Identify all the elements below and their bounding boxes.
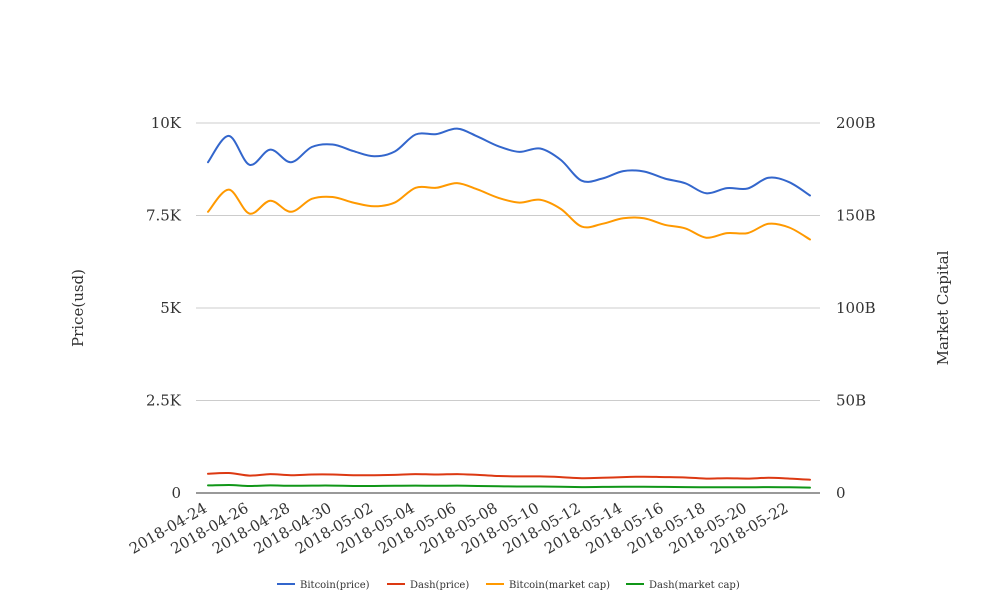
legend-label: Bitcoin(price)	[300, 580, 370, 591]
left-tick-label: 2.5K	[146, 392, 182, 410]
series-line-bitcoin-market-cap	[207, 182, 811, 241]
series-lines	[207, 127, 811, 489]
legend-label: Dash(price)	[410, 580, 469, 591]
right-axis-title: Market Capital	[934, 250, 952, 365]
left-axis-ticks: 0 2.5K 5K 7.5K 10K	[146, 114, 182, 502]
left-axis-title: Price(usd)	[69, 269, 87, 347]
left-tick-label: 5K	[160, 299, 182, 317]
right-axis-ticks: 0 50B 100B 150B 200B	[836, 114, 876, 502]
series-line-dash-market-cap	[207, 484, 811, 489]
x-axis-ticks: 2018-04-242018-04-262018-04-282018-04-30…	[126, 499, 791, 558]
right-tick-label: 100B	[836, 299, 876, 317]
right-tick-label: 200B	[836, 114, 876, 132]
right-tick-label: 150B	[836, 207, 876, 225]
left-tick-label: 0	[171, 484, 181, 502]
legend-label: Bitcoin(market cap)	[509, 580, 610, 591]
right-tick-label: 0	[836, 484, 846, 502]
left-tick-label: 7.5K	[146, 207, 182, 225]
legend: Bitcoin(price) Dash(price) Bitcoin(market …	[277, 580, 740, 591]
series-line-dash-price	[207, 471, 811, 481]
left-tick-label: 10K	[151, 114, 182, 132]
gridlines	[196, 122, 820, 401]
legend-label: Dash(market cap)	[649, 580, 740, 591]
series-line-bitcoin-price	[207, 127, 811, 197]
right-tick-label: 50B	[836, 392, 866, 410]
